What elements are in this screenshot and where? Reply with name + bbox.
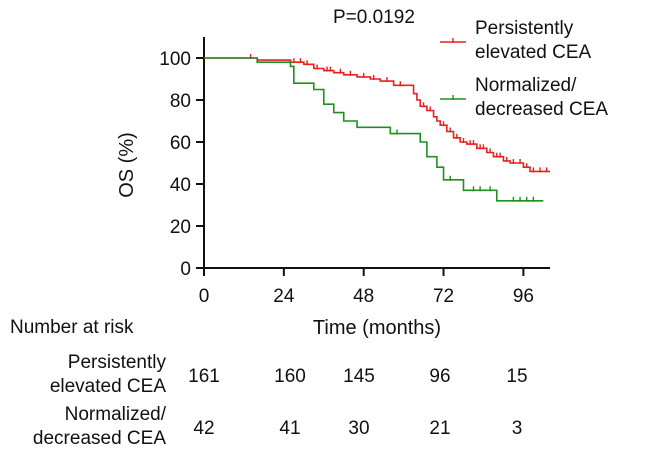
y-tick-label: 80 [170,91,191,112]
x-tick-label: 72 [433,286,454,307]
p-value-annotation: P=0.0192 [333,7,415,28]
survival-curve-elevated [204,57,550,173]
risk-value: 3 [512,418,523,439]
legend-label-elevated: Persistently [475,18,574,39]
risk-value: 145 [343,366,375,387]
risk-value: 30 [348,418,369,439]
risk-value: 41 [279,418,300,439]
x-axis-title: Time (months) [313,317,441,339]
survival-curve-normalized [204,57,544,202]
risk-value: 21 [429,418,450,439]
risk-value: 161 [188,366,220,387]
legend-label-normalized: decreased CEA [475,99,608,120]
x-tick-label: 48 [353,286,374,307]
legend: Persistently elevated CEA Normalized/decre… [440,18,608,120]
risk-row-label: decreased CEA [33,428,166,449]
axes: 0 20 40 60 80 100 0 24 48 72 96 [159,37,550,307]
y-tick-label: 60 [170,133,191,154]
y-tick-label: 0 [180,259,191,280]
x-tick-label: 96 [513,286,534,307]
x-tick-label: 24 [273,286,295,307]
x-tick-label: 0 [199,286,210,307]
risk-row-label: Normalized/ [65,404,167,425]
y-tick-label: 40 [170,175,191,196]
risk-row-label: elevated CEA [50,376,167,397]
risk-table-title: Number at risk [10,317,134,338]
risk-row-label: Persistently [68,352,167,373]
risk-value: 15 [506,366,527,387]
risk-value: 42 [193,418,214,439]
risk-value: 96 [429,366,450,387]
risk-value: 160 [274,366,306,387]
plot-lines [204,54,550,202]
risk-table: Persistently elevated CEA 161 160 145 96 15 Nor… [33,352,528,449]
y-tick-label: 20 [170,217,191,238]
y-axis-title: OS (%) [116,132,138,198]
y-tick-label: 100 [159,49,191,70]
legend-label-elevated: elevated CEA [475,42,592,63]
legend-label-normalized: Normalized/ [475,75,577,96]
